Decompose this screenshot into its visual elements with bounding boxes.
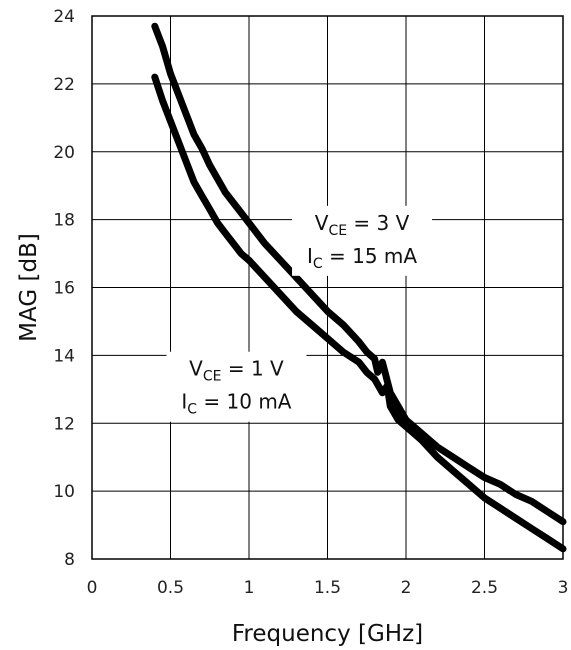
annotation-vce-1v: VCE = 1 V bbox=[189, 357, 284, 385]
y-tick-label: 24 bbox=[53, 7, 75, 27]
series-line-1 bbox=[151, 22, 567, 526]
y-tick-label: 22 bbox=[53, 75, 75, 95]
y-axis-title: MAG [dB] bbox=[16, 233, 42, 342]
plot-frame bbox=[91, 15, 564, 560]
annotation-background bbox=[292, 205, 433, 276]
x-tick-label: 2.5 bbox=[471, 578, 498, 598]
x-tick-label: 1.5 bbox=[314, 578, 341, 598]
x-tick-label: 3 bbox=[558, 578, 569, 598]
x-tick-label: 2 bbox=[401, 578, 412, 598]
tick-labels: 0 0.5 1 1.5 2 2.5 3 8 10 12 14 16 18 20 22 24 bbox=[53, 7, 568, 598]
series-layer bbox=[151, 22, 567, 553]
y-tick-label: 20 bbox=[53, 143, 75, 163]
y-tick-label: 12 bbox=[53, 414, 75, 434]
y-tick-label: 14 bbox=[53, 346, 75, 366]
annotation-vce-3v: VCE = 3 V bbox=[315, 211, 410, 239]
annotation-ic-15ma: IC = 15 mA bbox=[307, 244, 417, 272]
x-tick-label: 1 bbox=[244, 578, 255, 598]
x-tick-label: 0 bbox=[87, 578, 98, 598]
x-tick-label: 0.5 bbox=[157, 578, 184, 598]
annotation-ic-10ma: IC = 10 mA bbox=[181, 390, 291, 418]
series-line-2 bbox=[151, 73, 567, 553]
grid-lines bbox=[92, 16, 563, 559]
y-tick-label: 18 bbox=[53, 211, 75, 231]
y-tick-label: 8 bbox=[64, 550, 75, 570]
annotation-background bbox=[166, 351, 307, 422]
annotation-layer: VCE = 3 V IC = 15 mA VCE = 1 V IC = 10 m… bbox=[166, 205, 433, 422]
y-tick-label: 16 bbox=[53, 279, 75, 299]
x-axis-title: Frequency [GHz] bbox=[232, 621, 423, 647]
y-tick-label: 10 bbox=[53, 482, 75, 502]
